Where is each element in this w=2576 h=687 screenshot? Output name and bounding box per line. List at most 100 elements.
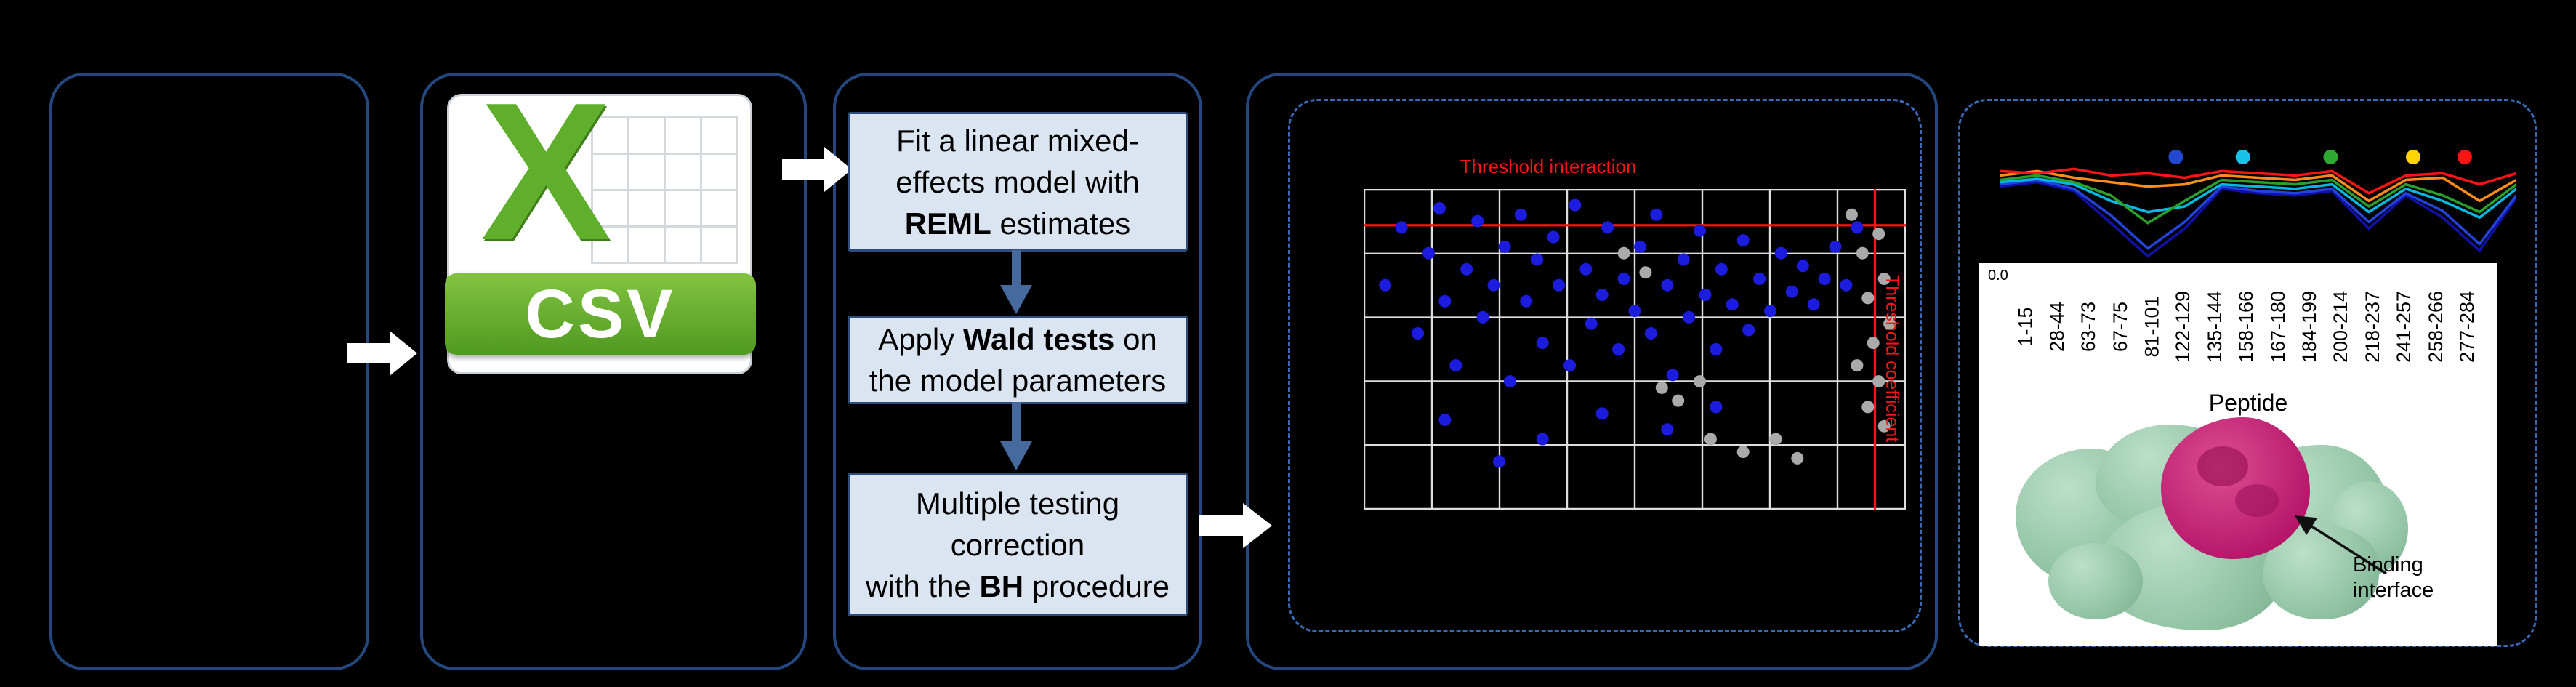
- state-marker-dot: [2235, 150, 2250, 164]
- peptide-axis-label: 184-199: [2294, 269, 2326, 384]
- peptide-axis-label-text: 135-144: [2203, 290, 2226, 363]
- step-text-line: REML estimates: [904, 206, 1131, 241]
- blue-point: [1699, 289, 1712, 301]
- blue-point: [1661, 278, 1674, 292]
- gray-point: [1861, 401, 1875, 414]
- step-fit-lmm: Fit a linear mixed- effects model with R…: [848, 112, 1188, 252]
- state-marker-dot: [2458, 150, 2472, 164]
- blue-point: [1412, 327, 1425, 340]
- blue-point: [1438, 294, 1452, 308]
- blue-point: [1595, 407, 1609, 420]
- y-axis-tick-label: 0.0: [1988, 268, 2008, 284]
- peptide-axis-label: 277-284: [2452, 269, 2484, 384]
- down-arrow-icon: [1000, 250, 1032, 314]
- blue-point: [1617, 273, 1630, 285]
- blue-point: [1677, 253, 1690, 266]
- blue-point: [1531, 253, 1544, 266]
- gray-point: [1672, 394, 1685, 407]
- blue-point: [1493, 455, 1505, 468]
- binding-interface-region: [2161, 417, 2310, 559]
- blue-point: [1661, 423, 1674, 436]
- blue-point: [1476, 310, 1489, 324]
- blue-point: [1742, 324, 1755, 337]
- peptide-axis-label-text: 158-166: [2235, 290, 2258, 363]
- blue-point: [1764, 305, 1776, 318]
- peptide-axis-label: 122-129: [2168, 269, 2199, 384]
- gray-point: [1861, 292, 1875, 305]
- peptide-axis-label: 218-237: [2356, 269, 2388, 384]
- peptide-axis-label-text: 1-15: [2014, 306, 2037, 347]
- blue-point: [1644, 327, 1657, 340]
- gray-point: [1639, 266, 1652, 279]
- binding-interface-label-line: interface: [2353, 579, 2434, 602]
- blue-point: [1563, 359, 1576, 372]
- peptide-axis-label: 200-214: [2325, 269, 2357, 384]
- gray-point: [1872, 375, 1885, 388]
- blue-point: [1536, 433, 1549, 446]
- peptide-axis-label-text: 63-73: [2077, 301, 2100, 352]
- blue-point: [1840, 278, 1853, 292]
- gray-point: [1736, 446, 1750, 459]
- csv-banner-label: CSV: [525, 275, 676, 353]
- gray-point: [1872, 228, 1885, 241]
- state-marker-dot: [2406, 150, 2420, 164]
- peptide-axis-label: 1-15: [2010, 269, 2042, 384]
- binding-interface-arrow: [2295, 515, 2387, 575]
- threshold-coefficient-label: Threshold coefficient: [1882, 275, 1902, 443]
- blue-point: [1818, 273, 1831, 285]
- blue-point: [1710, 343, 1723, 355]
- peptide-axis-title: Peptide: [2208, 390, 2288, 416]
- statistics-stage-box: [833, 73, 1202, 670]
- blue-point: [1666, 369, 1679, 382]
- peptide-axis-label-text: 241-257: [2393, 290, 2415, 363]
- blue-point: [1634, 240, 1646, 253]
- peptide-axis-label: 67-75: [2104, 269, 2136, 384]
- peptide-axis-label-text: 122-129: [2172, 290, 2194, 363]
- right-arrow-icon: [782, 147, 852, 192]
- blue-point: [1438, 414, 1452, 426]
- uptake-line-chart: [2000, 150, 2516, 258]
- blue-point: [1694, 224, 1706, 237]
- blue-point: [1547, 230, 1560, 244]
- blue-point: [1579, 262, 1593, 276]
- blue-point: [1487, 278, 1500, 292]
- uptake-series-navy: [2000, 180, 2516, 258]
- peptide-axis-label: 241-257: [2388, 269, 2420, 384]
- state-marker-dot: [2323, 150, 2338, 164]
- blue-point: [1536, 337, 1549, 350]
- peptide-axis-label-text: 167-180: [2266, 290, 2289, 363]
- uptake-series-orange: [2000, 169, 2516, 203]
- blue-point: [1449, 359, 1462, 372]
- step-text-line: the model parameters: [869, 363, 1167, 398]
- step-wald-tests: Apply Wald tests on the model parameters: [848, 316, 1188, 404]
- blue-point: [1379, 278, 1392, 292]
- scatter-plot-title: Threshold interaction: [1460, 156, 1637, 177]
- blue-point: [1595, 289, 1609, 301]
- gray-point: [1694, 375, 1706, 388]
- blue-point: [1683, 310, 1696, 324]
- binding-interface-label: Binding interface: [2353, 553, 2498, 603]
- blue-point: [1569, 198, 1582, 212]
- blue-point: [1774, 246, 1787, 260]
- peptide-axis-label-text: 81-101: [2141, 295, 2163, 358]
- right-arrow-icon: [347, 331, 417, 376]
- blue-point: [1736, 234, 1750, 247]
- blue-point: [1628, 305, 1641, 318]
- gray-point: [1791, 451, 1804, 465]
- peptide-axis-label-text: 277-284: [2456, 290, 2479, 363]
- binding-interface-label-line: Binding: [2353, 553, 2423, 576]
- blue-point: [1829, 240, 1842, 253]
- gray-point: [1617, 246, 1630, 260]
- blue-point: [1422, 246, 1435, 260]
- state-marker-dot: [2168, 150, 2183, 164]
- gray-point: [1877, 419, 1891, 433]
- excel-x-logo: X: [480, 63, 612, 281]
- peptide-axis-label-text: 258-266: [2424, 290, 2447, 363]
- down-arrow-icon: [1000, 402, 1032, 470]
- right-arrow-icon: [1199, 503, 1272, 548]
- step-text-line: effects model with: [895, 164, 1140, 199]
- blue-point: [1553, 278, 1566, 292]
- protein-surface-blob: [2048, 543, 2143, 619]
- peptide-axis-label: 81-101: [2136, 269, 2168, 384]
